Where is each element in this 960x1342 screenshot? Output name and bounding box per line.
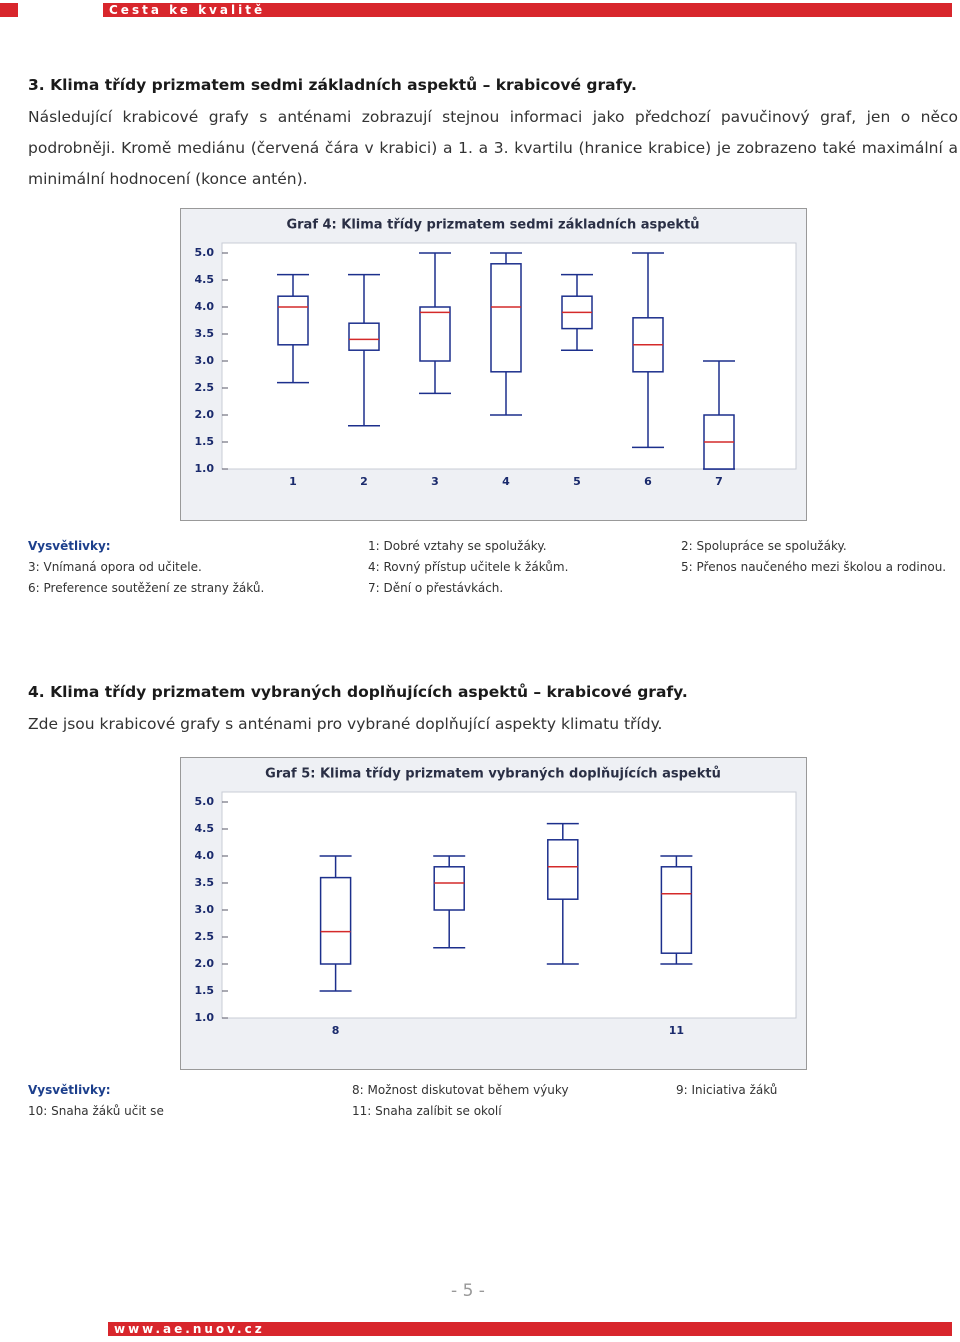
url: www.ae.nuov.cz: [114, 1322, 265, 1336]
y-tick-label: 4.5: [195, 822, 215, 835]
box: [319, 876, 352, 965]
legend: Vysvětlivky: 8: Možnost diskutovat během …: [28, 1080, 958, 1122]
legend-item: 3: Vnímaná opora od učitele.: [28, 560, 202, 574]
footer-bar: www.ae.nuov.cz: [108, 1322, 952, 1336]
legend-item: 5: Přenos naučeného mezi školou a rodino…: [681, 560, 947, 574]
legend-label: Vysvětlivky:: [28, 539, 111, 553]
x-tick-label: 5: [573, 475, 581, 488]
y-tick-label: 2.0: [195, 408, 215, 421]
y-tick-label: 1.0: [195, 462, 215, 475]
chart: Graf 5: Klima třídy prizmatem vybraných …: [180, 757, 807, 1070]
x-tick-label: 7: [715, 475, 723, 488]
brand: Cesta ke kvalitě: [109, 3, 266, 17]
y-tick-label: 1.0: [195, 1011, 215, 1024]
y-tick-label: 5.0: [195, 246, 215, 259]
y-tick-label: 2.5: [195, 930, 215, 943]
x-tick-label: 6: [644, 475, 652, 488]
x-tick-label: 1: [289, 475, 297, 488]
y-tick-label: 2.0: [195, 957, 215, 970]
header-square: [0, 3, 18, 17]
chart: Graf 4: Klima třídy prizmatem sedmi zákl…: [180, 208, 807, 521]
legend: Vysvětlivky: 1: Dobré vztahy se spolužáky…: [28, 536, 958, 599]
y-tick-label: 3.5: [195, 327, 215, 340]
y-tick-label: 4.5: [195, 273, 215, 286]
legend-item: 6: Preference soutěžení ze strany žáků.: [28, 581, 265, 595]
y-tick-label: 3.0: [195, 903, 215, 916]
y-tick-label: 1.5: [195, 984, 215, 997]
x-tick-label: 2: [360, 475, 368, 488]
legend-item: 8: Možnost diskutovat během výuky: [352, 1083, 569, 1097]
heading: 4. Klima třídy prizmatem vybraných doplň…: [28, 683, 688, 701]
legend-item: 9: Iniciativa žáků: [676, 1083, 778, 1097]
y-tick-label: 3.0: [195, 354, 215, 367]
x-tick-label: 8: [332, 1024, 340, 1037]
plot-area: [221, 791, 797, 1019]
y-tick-label: 5.0: [195, 795, 215, 808]
legend-item: 2: Spolupráce se spolužáky.: [681, 539, 847, 553]
paragraph: Následující krabicové grafy s anténami z…: [28, 108, 958, 188]
x-tick-label: 4: [502, 475, 510, 488]
y-tick-label: 4.0: [195, 300, 215, 313]
box: [660, 866, 693, 954]
chart-title: Graf 4: Klima třídy prizmatem sedmi zákl…: [286, 218, 699, 233]
chart-title: Graf 5: Klima třídy prizmatem vybraných …: [265, 767, 721, 782]
legend-item: 1: Dobré vztahy se spolužáky.: [368, 539, 547, 553]
legend-item: 10: Snaha žáků učit se: [28, 1104, 164, 1118]
box: [348, 322, 380, 351]
heading: 3. Klima třídy prizmatem sedmi základníc…: [28, 76, 637, 94]
y-tick-label: 4.0: [195, 849, 215, 862]
legend-item: 4: Rovný přístup učitele k žákům.: [368, 560, 569, 574]
box: [433, 866, 465, 911]
page-number: - 5 -: [451, 1281, 485, 1301]
y-tick-label: 1.5: [195, 435, 215, 448]
box: [490, 263, 522, 373]
legend-item: 7: Dění o přestávkách.: [368, 581, 504, 595]
legend-item: 11: Snaha zalíbit se okolí: [352, 1104, 502, 1118]
x-tick-label: 3: [431, 475, 439, 488]
header-bar: Cesta ke kvalitě: [103, 3, 952, 17]
y-tick-label: 3.5: [195, 876, 215, 889]
y-tick-label: 2.5: [195, 381, 215, 394]
box: [419, 306, 451, 362]
legend-label: Vysvětlivky:: [28, 1083, 111, 1097]
box: [277, 295, 309, 346]
paragraph: Zde jsou krabicové grafy s anténami pro …: [28, 715, 663, 733]
box: [547, 839, 579, 900]
x-tick-label: 11: [669, 1024, 684, 1037]
